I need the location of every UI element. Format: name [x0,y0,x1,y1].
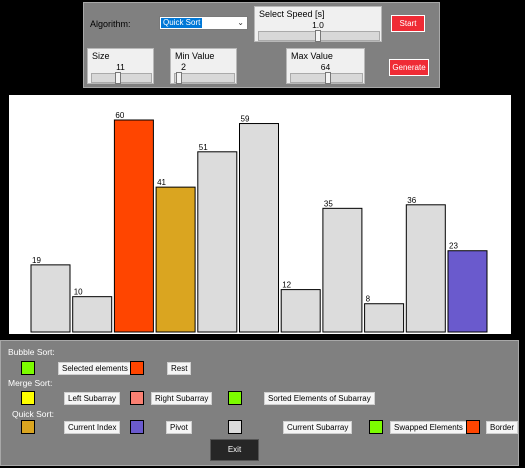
bar-label-3: 41 [157,178,166,187]
bar-6 [280,289,321,333]
left-subarray-label: Left Subarray [64,392,121,405]
size-label: Size [92,51,110,61]
min-value-slider-thumb[interactable] [176,72,182,84]
bar-9 [405,204,446,333]
bar-1 [72,296,113,333]
algorithm-label: Algorithm: [90,19,131,29]
bar-chart: 19 10 60 41 51 59 12 35 8 36 23 [9,95,511,334]
bar-label-0: 19 [32,256,41,265]
current-index-swatch [21,420,35,434]
min-value-value: 2 [181,62,187,72]
bar-label-10: 23 [449,242,458,251]
speed-slider[interactable] [258,30,380,42]
selected-elements-label: Selected elements [58,362,132,375]
size-slider[interactable] [91,72,152,84]
right-subarray-swatch [130,391,144,405]
exit-button[interactable]: Exit [210,439,259,461]
bar-label-9: 36 [407,196,416,205]
bar-label-6: 12 [282,281,291,290]
speed-value: 1.0 [312,20,324,30]
chevron-down-icon[interactable]: ⌄ [237,18,244,27]
sorted-elements-swatch [228,391,242,405]
rest-label: Rest [167,362,192,375]
quick-sort-title: Quick Sort: [12,409,55,419]
bar-label-1: 10 [74,288,83,297]
bar-label-7: 35 [324,199,333,208]
bubble-sort-title: Bubble Sort: [8,347,55,357]
min-value-slider[interactable] [174,72,235,84]
bar-3 [155,186,196,333]
size-value: 11 [116,62,125,72]
left-subarray-swatch [21,391,35,405]
start-button[interactable]: Start [391,15,425,32]
bar-0 [30,264,71,333]
bar-label-2: 60 [115,111,124,120]
max-value-slider-thumb[interactable] [325,72,331,84]
right-subarray-label: Right Subarray [151,392,213,405]
swapped-elements-swatch [369,420,383,434]
selected-elements-swatch [21,361,35,375]
bar-label-4: 51 [199,143,208,152]
bar-label-8: 8 [366,295,371,304]
bar-7 [322,207,363,333]
max-value-value: 64 [320,62,331,72]
max-value-slider[interactable] [290,72,363,84]
pivot-label: Pivot [166,421,192,434]
min-value-label: Min Value [175,51,215,61]
border-label: Border [486,421,519,434]
sorted-elements-label: Sorted Elements of Subarray [264,392,375,405]
max-value-control: Max Value 64 [286,48,365,84]
bar-2 [113,119,154,333]
bar-5 [239,123,279,333]
bar-label-5: 59 [241,115,250,124]
bar-8 [364,303,405,333]
control-panel: Algorithm: Quick Sort ⌄ Select Speed [s]… [83,2,440,88]
current-index-label: Current Index [64,421,121,434]
swapped-elements-label: Swapped Elements [390,421,467,434]
generate-button[interactable]: Generate [389,59,429,76]
merge-sort-title: Merge Sort: [8,378,53,388]
size-control: Size 11 [87,48,154,84]
bar-4 [197,151,238,333]
min-value-control: Min Value 2 [170,48,237,84]
speed-label: Select Speed [s] [259,9,325,19]
max-value-label: Max Value [291,51,333,61]
pivot-swatch [130,420,144,434]
current-subarray-swatch [228,420,242,434]
border-swatch [466,420,480,434]
legend-panel: Bubble Sort: Selected elements Rest Merg… [0,340,519,466]
current-subarray-label: Current Subarray [283,421,353,434]
algorithm-select[interactable]: Quick Sort ⌄ [159,16,248,30]
bar-chart-canvas: 19 10 60 41 51 59 12 35 8 36 23 [30,111,488,333]
rest-swatch [130,361,144,375]
speed-slider-thumb[interactable] [315,30,321,42]
size-slider-thumb[interactable] [115,72,121,84]
bar-10 [447,250,488,333]
speed-control: Select Speed [s] 1.0 [254,6,382,42]
algorithm-select-value: Quick Sort [161,18,203,28]
